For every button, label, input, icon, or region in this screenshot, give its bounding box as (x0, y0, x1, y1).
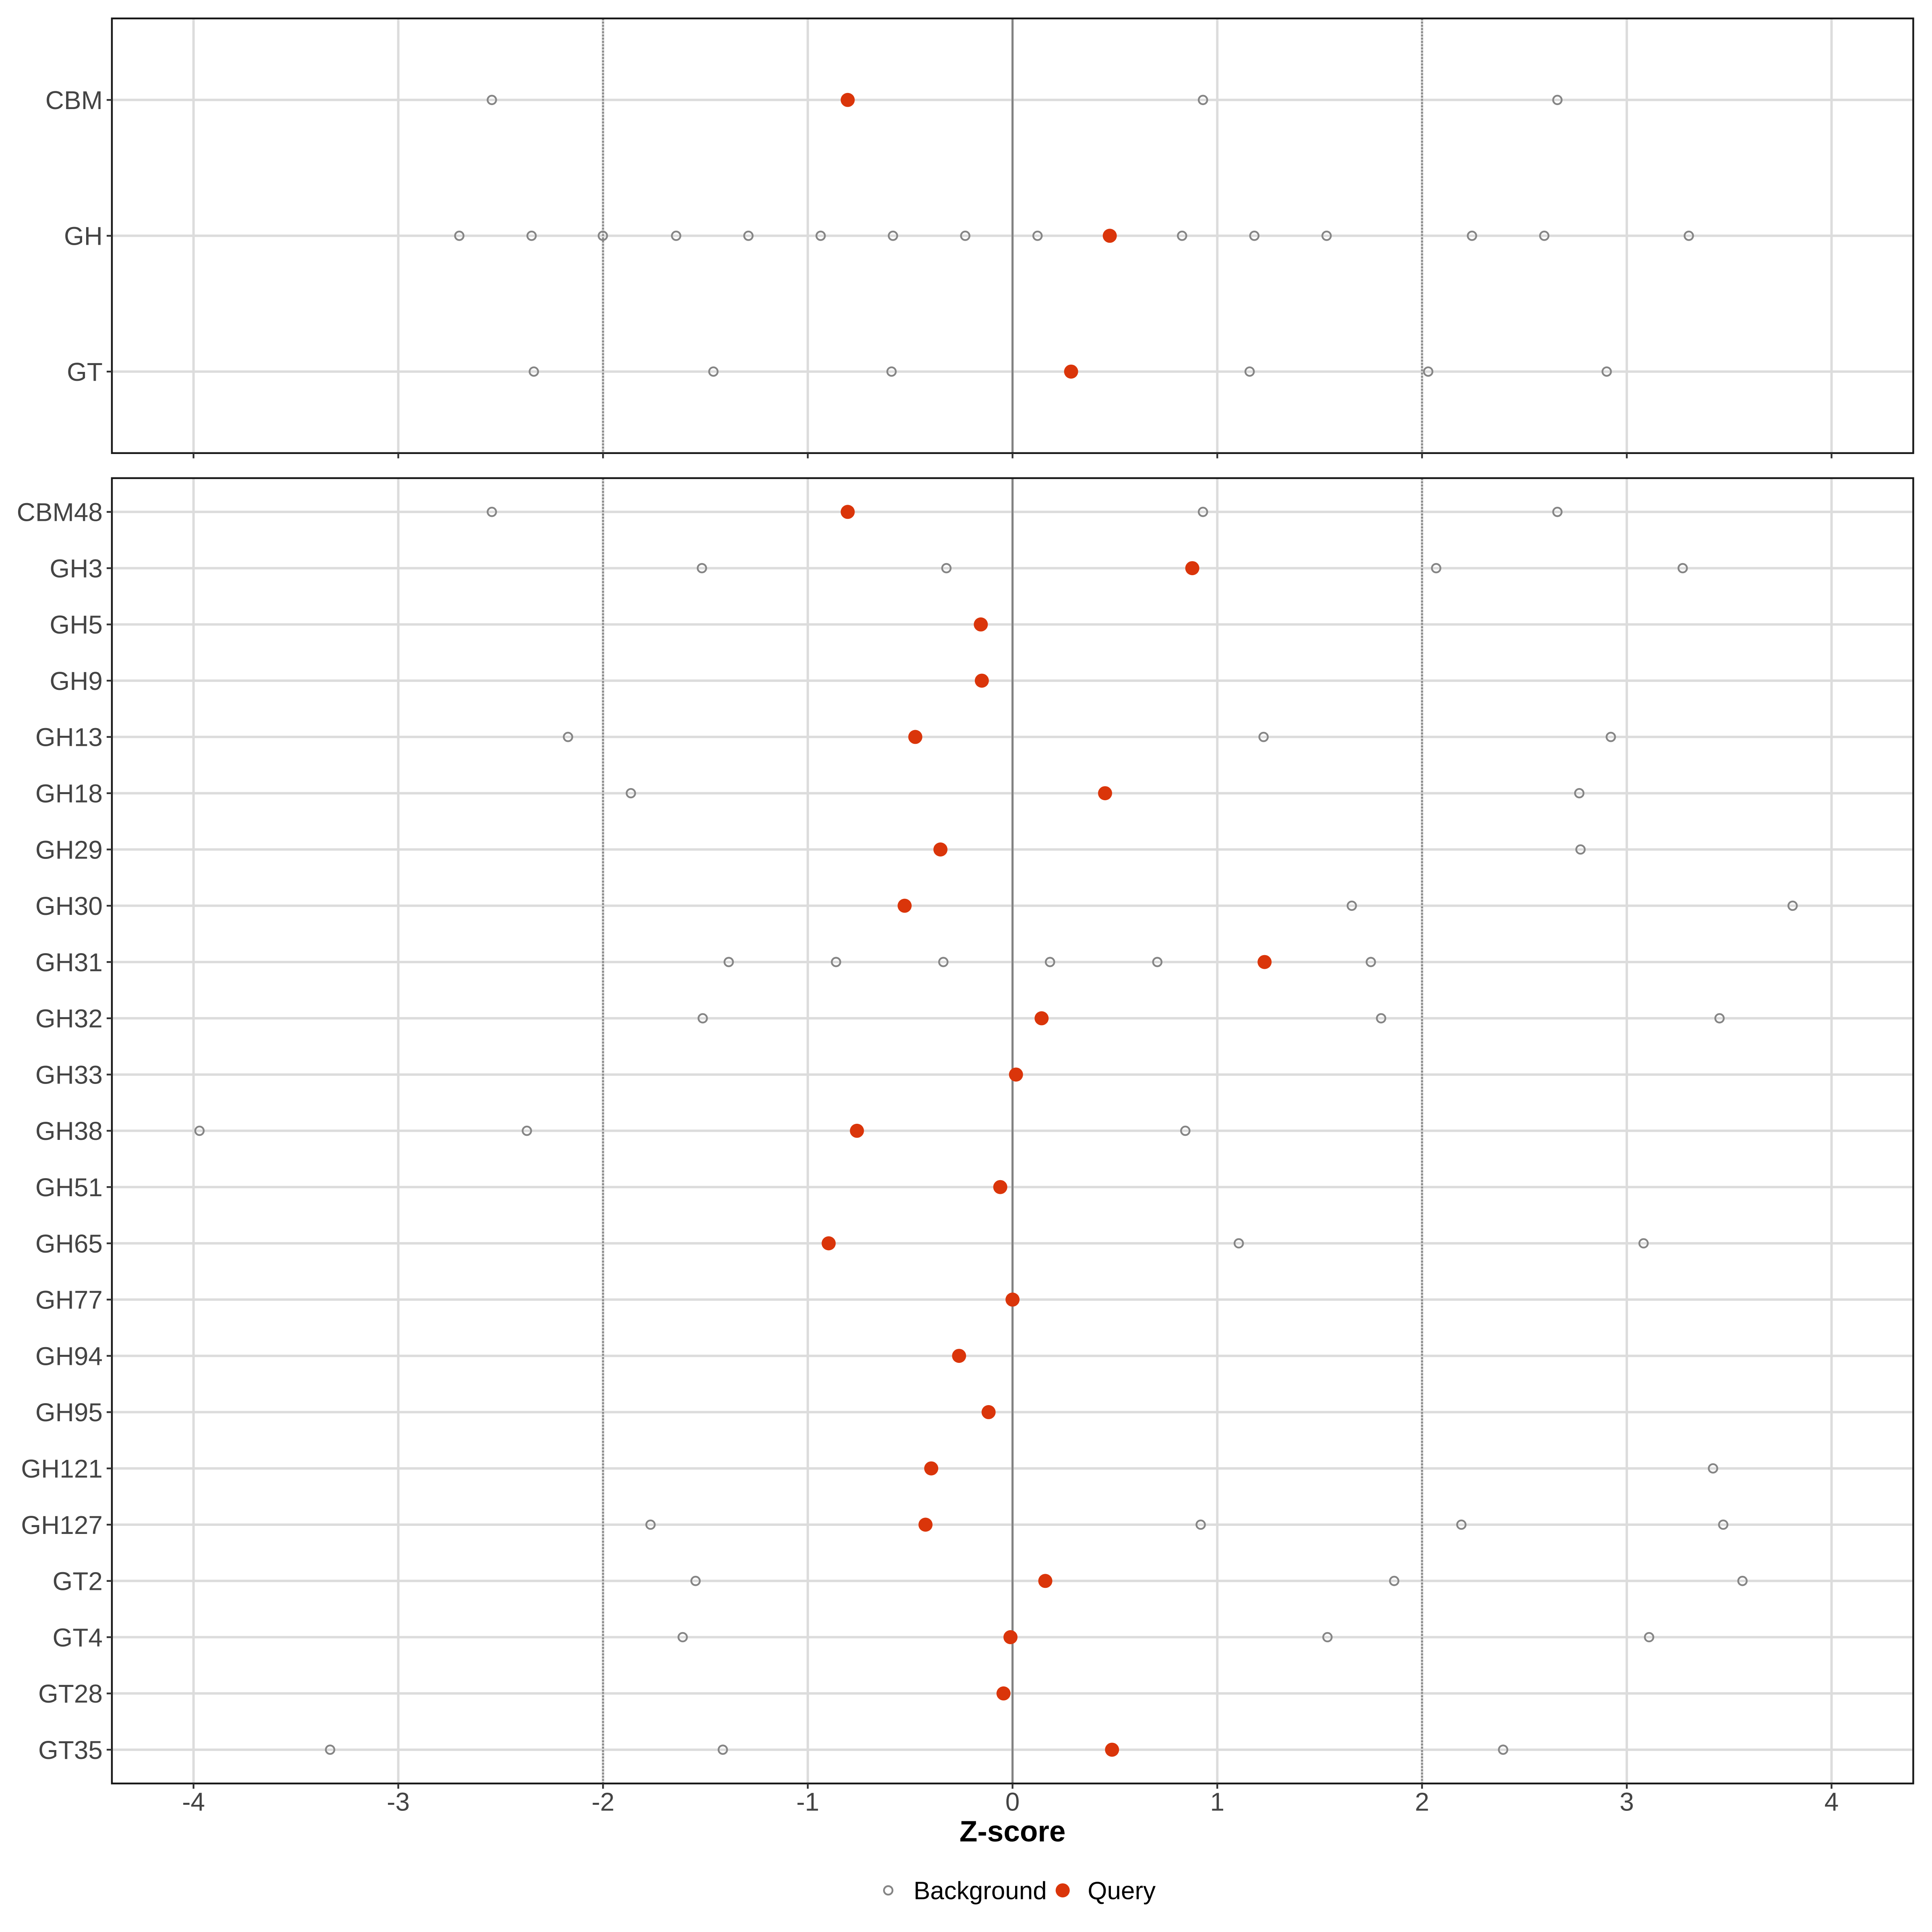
svg-text:GH94: GH94 (35, 1342, 103, 1371)
svg-text:2: 2 (1415, 1788, 1429, 1816)
svg-text:GH65: GH65 (35, 1229, 103, 1258)
svg-text:GT28: GT28 (38, 1679, 103, 1708)
svg-text:-3: -3 (387, 1788, 410, 1816)
svg-text:Background: Background (914, 1877, 1047, 1905)
svg-text:GT2: GT2 (53, 1567, 103, 1596)
svg-text:Query: Query (1088, 1877, 1156, 1905)
svg-text:CBM: CBM (45, 86, 103, 115)
svg-text:GH127: GH127 (21, 1511, 103, 1540)
svg-text:GH9: GH9 (50, 667, 103, 696)
svg-text:CBM48: CBM48 (17, 498, 103, 527)
svg-text:-1: -1 (796, 1788, 819, 1816)
svg-text:GT: GT (67, 357, 103, 386)
svg-text:GH95: GH95 (35, 1398, 103, 1427)
svg-text:GH29: GH29 (35, 835, 103, 864)
svg-text:GH51: GH51 (35, 1173, 103, 1202)
svg-text:GH30: GH30 (35, 892, 103, 921)
svg-text:1: 1 (1210, 1788, 1225, 1816)
svg-text:0: 0 (1005, 1788, 1020, 1816)
svg-text:GT4: GT4 (53, 1623, 103, 1652)
svg-text:3: 3 (1620, 1788, 1634, 1816)
svg-text:GH33: GH33 (35, 1061, 103, 1090)
svg-text:4: 4 (1825, 1788, 1839, 1816)
svg-text:GH3: GH3 (50, 554, 103, 583)
svg-text:GT35: GT35 (38, 1736, 103, 1765)
svg-text:GH121: GH121 (21, 1454, 103, 1483)
svg-text:GH: GH (64, 222, 103, 251)
svg-text:GH32: GH32 (35, 1004, 103, 1033)
svg-text:GH13: GH13 (35, 723, 103, 752)
svg-text:GH18: GH18 (35, 779, 103, 808)
svg-text:-2: -2 (592, 1788, 615, 1816)
svg-text:GH31: GH31 (35, 948, 103, 977)
svg-text:GH5: GH5 (50, 610, 103, 639)
svg-text:GH38: GH38 (35, 1117, 103, 1146)
svg-text:Z-score: Z-score (960, 1815, 1066, 1848)
svg-text:GH77: GH77 (35, 1286, 103, 1315)
svg-text:-4: -4 (182, 1788, 205, 1816)
